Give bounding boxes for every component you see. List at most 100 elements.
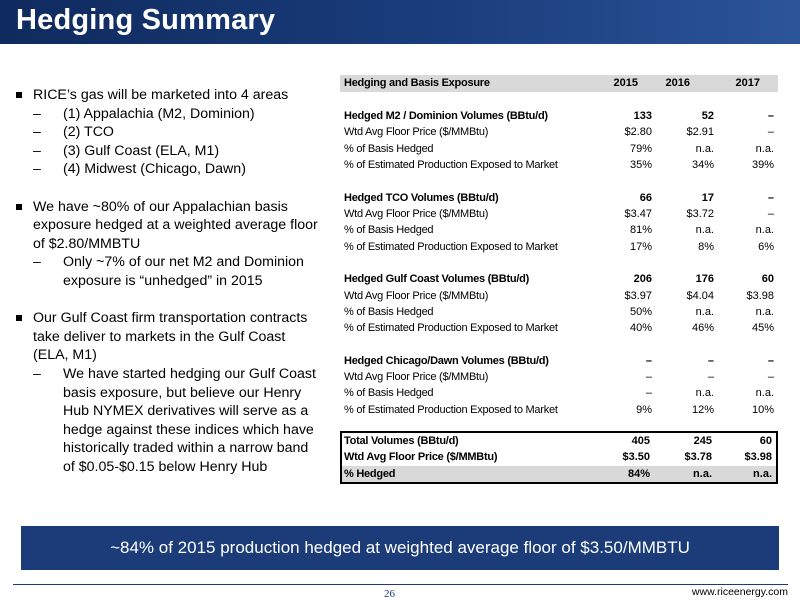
cell-2016: 46% (691, 322, 714, 335)
cell-2015: 84% (627, 467, 650, 480)
table-row: % of Estimated Production Exposed to Mar… (340, 402, 778, 418)
year-2015-header: 2015 (613, 77, 638, 89)
row-label: Wtd Avg Floor Price ($/MMBtu) (344, 126, 489, 139)
cell-2017: n.a. (755, 305, 774, 318)
sub-bullet-item: – Only ~7% of our net M2 and Dominion exp… (33, 254, 304, 289)
row-label: % of Estimated Production Exposed to Mar… (344, 322, 558, 335)
cell-2015: 405 (631, 435, 650, 448)
cell-2016: $2.91 (686, 126, 714, 139)
cell-2015: – (645, 354, 652, 367)
sub-bullet-text: (1) Appalachia (M2, Dominion) (63, 105, 255, 122)
section-title-row: Hedged TCO Volumes (BBtu/d) 66 17 – (340, 190, 778, 206)
cell-2017: – (767, 110, 774, 122)
row-label: Total Volumes (BBtu/d) (344, 435, 459, 448)
table-row: % of Estimated Production Exposed to Mar… (340, 157, 778, 173)
cell-2015: $3.47 (624, 207, 652, 220)
cell-2015: 81% (629, 224, 652, 237)
cell-2015: 17% (629, 240, 652, 253)
bullet-item: Our Gulf Coast firm transportation contr… (14, 309, 324, 365)
cell-2016: n.a. (693, 467, 712, 480)
cell-2015: – (645, 371, 652, 384)
sub-bullet-text: Only ~7% of our net M2 and Dominion expo… (63, 254, 304, 289)
table-row: Wtd Avg Floor Price ($/MMBtu) $3.97 $4.0… (340, 288, 778, 304)
totals-row: Wtd Avg Floor Price ($/MMBtu) $3.50 $3.7… (342, 449, 776, 465)
year-2017-header: 2017 (735, 77, 760, 89)
cell-2015: 9% (636, 403, 652, 416)
square-bullet-icon (16, 92, 22, 98)
row-label: Hedged TCO Volumes (BBtu/d) (344, 191, 499, 204)
table-row: % of Basis Hedged 50% n.a. n.a. (340, 304, 778, 320)
cell-2017: – (767, 354, 774, 367)
row-label: % of Basis Hedged (344, 387, 434, 400)
row-label: Hedged M2 / Dominion Volumes (BBtu/d) (344, 110, 548, 122)
cell-2016: 34% (691, 159, 714, 172)
row-label: % of Basis Hedged (344, 142, 434, 155)
row-label: Wtd Avg Floor Price ($/MMBtu) (344, 451, 498, 464)
cell-2017: – (767, 126, 774, 139)
cell-2016: 12% (691, 403, 714, 416)
cell-2015: $3.97 (624, 289, 652, 302)
cell-2016: n.a. (695, 387, 714, 400)
square-bullet-icon (16, 203, 22, 210)
cell-2017: – (767, 191, 774, 204)
cell-2017: 60 (759, 435, 772, 448)
cell-2016: 8% (698, 240, 714, 253)
cell-2015: 50% (629, 305, 652, 318)
hedging-table: Hedging and Basis Exposure 2015 2016 201… (340, 75, 778, 484)
totals-box: Total Volumes (BBtu/d) 405 245 60 Wtd Av… (340, 431, 778, 484)
table-header-row: Hedging and Basis Exposure 2015 2016 201… (340, 75, 778, 92)
cell-2015: 35% (629, 159, 652, 172)
bullet-text: Our Gulf Coast firm transportation contr… (33, 310, 308, 364)
cell-2015: $3.50 (622, 451, 650, 464)
sub-bullet-item: – (3) Gulf Coast (ELA, M1) (33, 142, 220, 159)
cell-2015: 40% (629, 322, 652, 335)
table-header-label: Hedging and Basis Exposure (344, 77, 490, 89)
cell-2017: n.a. (755, 387, 774, 400)
sub-bullet-item: – (4) Midwest (Chicago, Dawn) (33, 161, 246, 178)
table-row: % of Basis Hedged 79% n.a. n.a. (340, 141, 778, 157)
summary-banner: ~84% of 2015 production hedged at weight… (21, 526, 779, 570)
row-label: Wtd Avg Floor Price ($/MMBtu) (344, 371, 489, 384)
sub-bullet-text: We have started hedging our Gulf Coast b… (63, 365, 316, 475)
bullet-list: RICE’s gas will be marketed into 4 areas… (14, 86, 324, 476)
cell-2016: n.a. (695, 142, 714, 155)
sub-bullet-item: – (2) TCO (33, 124, 114, 141)
row-label: Hedged Gulf Coast Volumes (BBtu/d) (344, 273, 530, 286)
cell-2015: 133 (633, 110, 652, 122)
row-label: Wtd Avg Floor Price ($/MMBtu) (344, 207, 489, 220)
cell-2015: $2.80 (624, 126, 652, 139)
cell-2016: $3.72 (686, 207, 714, 220)
cell-2016: n.a. (695, 224, 714, 237)
row-label: % of Basis Hedged (344, 305, 434, 318)
table-row: % of Basis Hedged – n.a. n.a. (340, 385, 778, 401)
cell-2017: n.a. (755, 142, 774, 155)
cell-2017: – (767, 371, 774, 384)
cell-2015: – (645, 387, 652, 400)
cell-2015: 206 (633, 273, 652, 286)
row-label: % Hedged (344, 467, 396, 480)
row-label: % of Estimated Production Exposed to Mar… (344, 403, 558, 416)
square-bullet-icon (16, 315, 22, 322)
footer-divider (13, 584, 788, 585)
totals-row: Total Volumes (BBtu/d) 405 245 60 (342, 433, 776, 449)
cell-2017: 10% (751, 403, 774, 416)
table-row: Wtd Avg Floor Price ($/MMBtu) $3.47 $3.7… (340, 206, 778, 222)
table-row: % of Estimated Production Exposed to Mar… (340, 320, 778, 336)
totals-row: % Hedged 84% n.a. n.a. (342, 465, 776, 482)
table-row: Wtd Avg Floor Price ($/MMBtu) $2.80 $2.9… (340, 124, 778, 140)
cell-2017: $3.98 (744, 451, 772, 464)
row-label: % of Estimated Production Exposed to Mar… (344, 240, 558, 253)
cell-2015: 79% (629, 142, 652, 155)
cell-2015: 66 (639, 191, 652, 204)
cell-2016: 176 (695, 273, 714, 286)
cell-2017: 39% (751, 159, 774, 172)
bullet-item: RICE’s gas will be marketed into 4 areas (14, 86, 324, 105)
cell-2016: 52 (701, 110, 714, 122)
cell-2017: n.a. (755, 224, 774, 237)
section-title-row: Hedged Chicago/Dawn Volumes (BBtu/d) – –… (340, 353, 778, 369)
cell-2017: – (767, 207, 774, 220)
row-label: % of Basis Hedged (344, 224, 434, 237)
page-number: 26 (384, 588, 395, 600)
page-title: Hedging Summary (16, 4, 276, 36)
table-row: % of Basis Hedged 81% n.a. n.a. (340, 222, 778, 238)
